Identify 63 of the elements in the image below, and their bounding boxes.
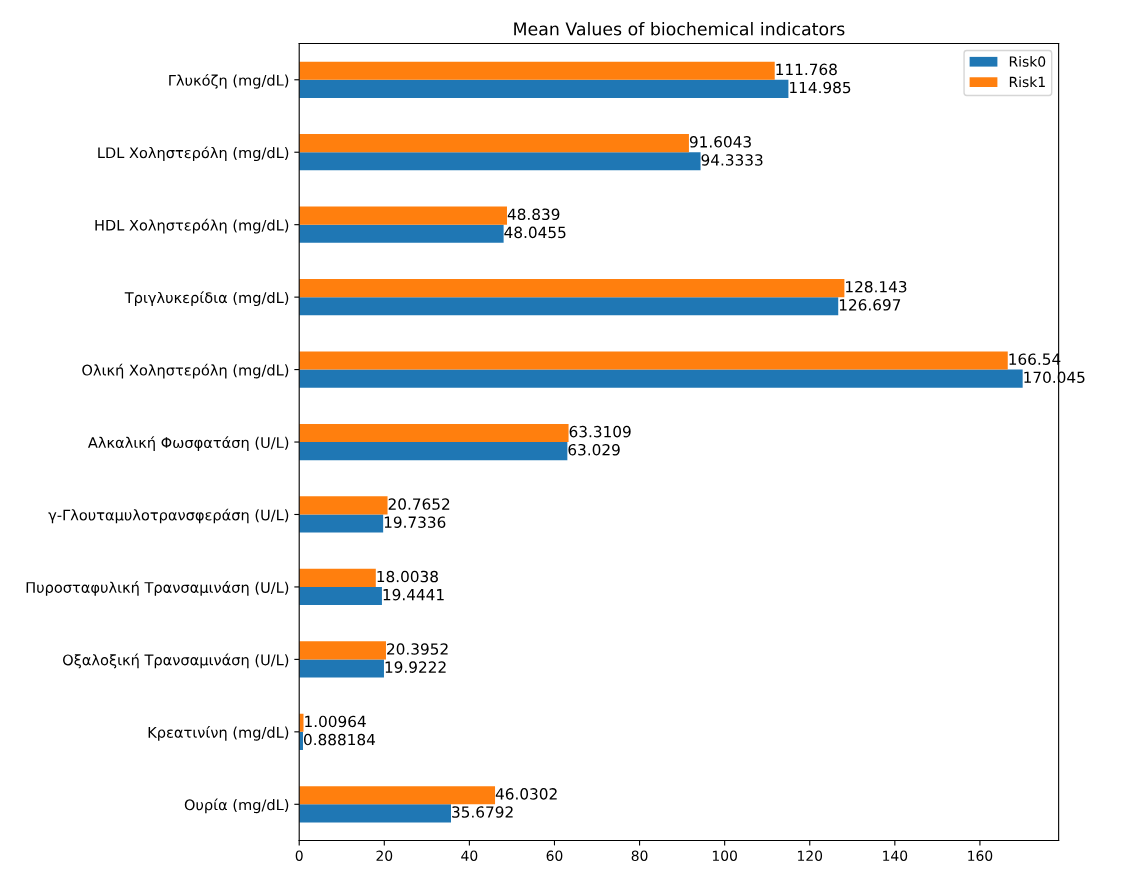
y-tick-label: Ουρία (mg/dL) — [184, 798, 289, 814]
y-tick-label: Κρεατινίνη (mg/dL) — [148, 726, 289, 741]
bar — [299, 423, 569, 443]
y-tick-label: Πυροσταφυλική Τρανσαμινάση (U/L) — [26, 581, 289, 596]
bar — [299, 586, 382, 606]
data-label: 35.6792 — [452, 806, 513, 818]
data-label: 94.3333 — [701, 154, 763, 166]
x-tick-label: 20 — [376, 850, 393, 861]
x-tick-label: 100 — [712, 850, 737, 861]
bar — [299, 568, 376, 587]
data-label: 1.00964 — [305, 715, 366, 728]
data-label: 20.3952 — [387, 643, 448, 655]
data-label: 48.839 — [507, 208, 560, 221]
bar — [299, 442, 568, 461]
data-label: 19.9222 — [385, 661, 446, 673]
y-tick-label: HDL Χοληστερόλη (mg/dL) — [95, 218, 289, 234]
x-tick-label: 160 — [968, 850, 993, 861]
bar — [299, 804, 451, 823]
bar — [299, 224, 504, 243]
bar — [299, 369, 1023, 388]
bar — [299, 641, 386, 660]
legend-label: Risk1 — [1009, 76, 1045, 88]
x-tick-label: 60 — [546, 850, 563, 861]
data-label: 128.143 — [846, 280, 907, 293]
data-label: 48.0455 — [504, 226, 566, 239]
chart-title: Mean Values of biochemical indicators — [514, 22, 845, 36]
legend-label: Risk0 — [1009, 56, 1046, 67]
bar — [299, 61, 775, 80]
data-label: 91.6043 — [689, 136, 751, 148]
data-label: 111.768 — [776, 63, 837, 76]
y-tick-label: Τριγλυκερίδια (mg/dL) — [124, 291, 289, 306]
bar — [299, 206, 507, 225]
data-label: 63.3109 — [569, 425, 631, 438]
bar — [299, 496, 388, 515]
bar — [299, 279, 845, 298]
bar — [299, 659, 384, 678]
bar — [299, 297, 839, 316]
x-tick-label: 0 — [295, 850, 303, 861]
data-label: 18.0038 — [377, 570, 438, 583]
y-tick-label: LDL Χοληστερόλη (mg/dL) — [98, 146, 289, 162]
x-tick-label: 80 — [631, 850, 648, 861]
y-tick-label: Οξαλοξική Τρανσαμινάση (U/L) — [63, 653, 289, 669]
y-tick-label: γ-Γλουταμυλοτρανσφεράση (U/L) — [48, 508, 289, 524]
x-tick-label: 120 — [798, 850, 823, 861]
data-label: 63.029 — [568, 443, 620, 456]
bar — [299, 351, 1008, 370]
x-tick-label: 140 — [883, 850, 908, 861]
data-label: 19.4441 — [383, 588, 444, 601]
bar — [299, 152, 701, 171]
bar — [299, 134, 689, 153]
x-tick-label: 40 — [461, 850, 478, 861]
data-label: 19.7336 — [384, 516, 446, 528]
bar — [299, 514, 384, 533]
data-label: 46.0302 — [495, 788, 557, 800]
y-tick-label: Αλκαλική Φωσφατάση (U/L) — [87, 436, 289, 451]
bar — [299, 786, 496, 805]
bar — [299, 79, 789, 98]
y-tick-label: Ολική Χοληστερόλη (mg/dL) — [82, 363, 289, 379]
y-tick-label: Γλυκόζη (mg/dL) — [169, 73, 289, 89]
data-label: 20.7652 — [388, 498, 450, 510]
data-label: 126.697 — [839, 299, 901, 311]
data-label: 114.985 — [790, 81, 851, 94]
data-label: 0.888184 — [303, 733, 376, 746]
